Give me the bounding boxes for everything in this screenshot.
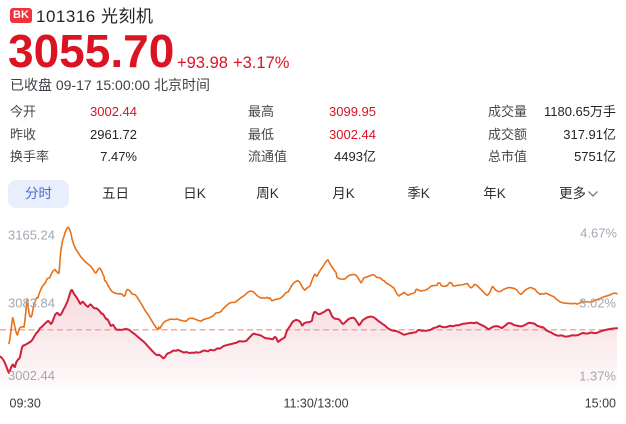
svg-text:11:30/13:00: 11:30/13:00 [283,397,348,411]
svg-text:3.02%: 3.02% [579,296,616,311]
svg-text:3165.24: 3165.24 [8,228,55,243]
svg-text:09:30: 09:30 [10,397,41,411]
svg-text:3002.44: 3002.44 [8,368,55,383]
svg-text:1.37%: 1.37% [579,369,616,384]
svg-text:15:00: 15:00 [585,397,616,411]
svg-text:4.67%: 4.67% [580,226,617,241]
svg-text:3083.84: 3083.84 [8,296,55,311]
